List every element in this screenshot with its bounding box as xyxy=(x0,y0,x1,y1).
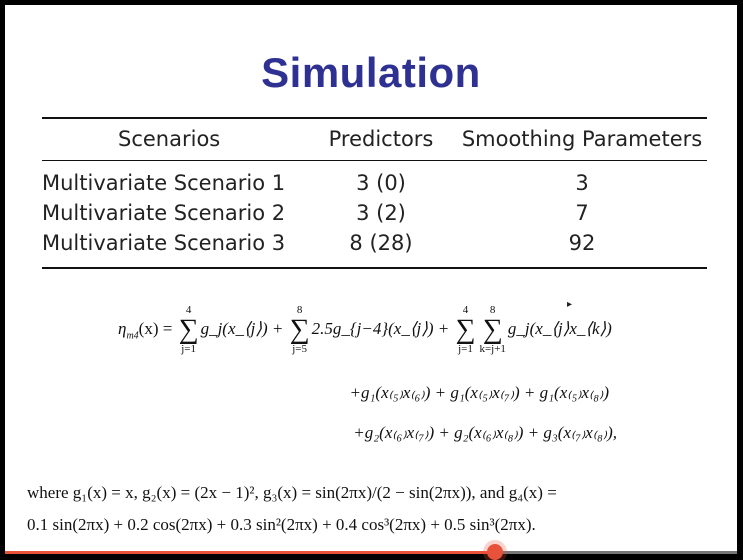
header-predictors: Predictors xyxy=(328,127,434,151)
row-predictors: 3 (0) xyxy=(356,171,406,195)
eta-symbol: η xyxy=(118,318,127,338)
sum-operator: 4 ∑ j=1 xyxy=(178,304,199,355)
row-scenario: Multivariate Scenario 2 xyxy=(42,201,286,225)
header-smoothing: Smoothing Parameters xyxy=(461,127,703,151)
slide-title: Simulation xyxy=(261,49,481,96)
row-smoothing: 7 xyxy=(575,201,589,225)
equation-line-1: ηm4(x) = 4 ∑ j=1 g_j(x_⟨j⟩) + 8 ∑ j=5 2.5g_{j−… xyxy=(118,304,612,355)
where-line-1: where g₁(x) = x, g₂(x) = (2x − 1)², g₃(x… xyxy=(27,483,557,502)
video-progress-bar[interactable] xyxy=(5,551,737,554)
mouse-cursor-icon: ▸ xyxy=(567,299,573,310)
table-mid-rule xyxy=(42,160,707,161)
row-smoothing: 92 xyxy=(568,231,596,255)
row-scenario: Multivariate Scenario 3 xyxy=(42,231,286,255)
row-predictors: 3 (2) xyxy=(356,201,406,225)
row-predictors: 8 (28) xyxy=(349,231,413,255)
header-scenarios: Scenarios xyxy=(118,127,221,151)
sum-operator: 8 ∑ j=5 xyxy=(289,304,310,355)
equation-line-3: +g₂(x₍₆₎x₍₇₎) + g₂(x₍₆₎x₍₈₎) + g₃(x₍₇₎x₍… xyxy=(353,423,617,442)
where-line-2: 0.1 sin(2πx) + 0.2 cos(2πx) + 0.3 sin²(2… xyxy=(27,515,536,534)
slide: Simulation Scenarios Predictors Smoothin… xyxy=(5,5,737,551)
row-scenario: Multivariate Scenario 1 xyxy=(42,171,286,195)
equation-line-2: +g₁(x₍₅₎x₍₆₎) + g₁(x₍₅₎x₍₇₎) + g₁(x₍₅₎x₍… xyxy=(349,383,609,402)
progress-handle[interactable] xyxy=(487,544,504,560)
sum-operator: 4 ∑ j=1 xyxy=(455,304,476,355)
table-top-rule xyxy=(42,117,707,119)
table-bottom-rule xyxy=(42,267,707,269)
sum-operator: 8 ∑ k=j+1 xyxy=(479,304,506,355)
progress-fill xyxy=(5,551,496,554)
row-smoothing: 3 xyxy=(575,171,589,195)
